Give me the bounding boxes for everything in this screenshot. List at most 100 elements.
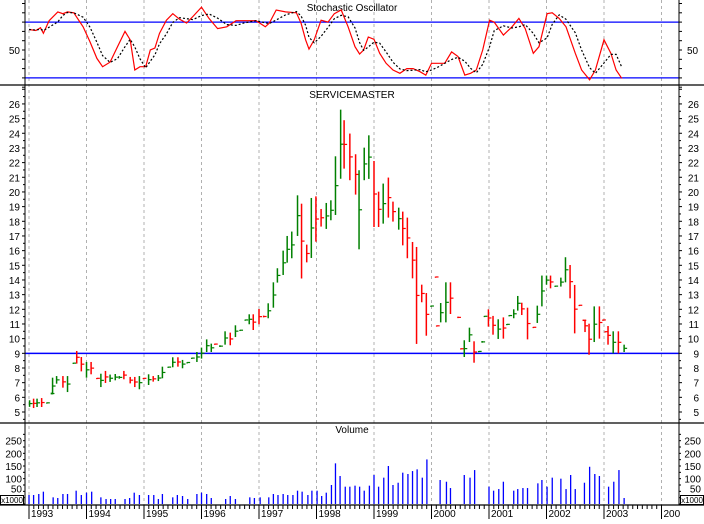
price-bar	[118, 376, 123, 379]
price-bar	[477, 350, 482, 353]
price-bar	[224, 331, 229, 345]
price-bar	[612, 331, 617, 354]
x-tick-label: 2001	[491, 509, 514, 519]
price-y-tick-label-left: 20	[9, 188, 21, 199]
stochastic-y-tick-label-right: 50	[687, 46, 699, 57]
stochastic-d-line	[28, 10, 623, 75]
price-bar	[554, 285, 559, 287]
price-bar	[502, 317, 507, 339]
price-bar	[248, 314, 253, 325]
price-bar	[473, 341, 478, 363]
price-bar	[104, 370, 109, 383]
price-bar	[161, 366, 166, 379]
price-bar	[430, 305, 434, 307]
gridlines	[28, 0, 662, 505]
price-bar	[521, 302, 525, 316]
price-bar	[272, 282, 277, 308]
price-bar	[415, 246, 420, 344]
price-y-tick-label-left: 8	[14, 364, 20, 375]
x-tick-label: 1995	[146, 509, 169, 519]
price-bar	[40, 398, 45, 408]
price-bar	[325, 202, 330, 229]
price-y-tick-label-right: 19	[688, 203, 700, 214]
price-y-tick-label-left: 14	[9, 276, 21, 287]
price-bar	[497, 319, 502, 339]
price-bar	[439, 303, 444, 323]
price-bar	[282, 250, 287, 275]
price-bar	[123, 370, 127, 380]
volume-y-tick-label-left: 250	[5, 437, 22, 448]
price-bar	[305, 244, 310, 263]
x-tick-label: 1998	[319, 509, 342, 519]
price-bar	[157, 375, 162, 382]
price-bar	[373, 160, 377, 228]
price-bar	[578, 304, 583, 307]
x-tick-label: 1993	[31, 509, 54, 519]
price-y-tick-label-left: 18	[9, 217, 21, 228]
price-bar	[617, 331, 622, 354]
x-tick-label: 2003	[606, 509, 629, 519]
price-bar	[434, 276, 439, 278]
price-y-tick-label-left: 21	[9, 173, 21, 184]
price-bar	[349, 133, 353, 181]
price-bar	[129, 376, 134, 384]
price-bar	[276, 268, 281, 283]
price-y-tick-label-left: 7	[14, 379, 20, 390]
price-bar	[138, 376, 143, 390]
price-title: SERVICEMASTER	[309, 90, 394, 101]
price-bar	[90, 361, 95, 375]
price-bar	[536, 305, 541, 323]
volume-unit-label: x1000	[681, 496, 703, 505]
price-bar	[481, 340, 486, 343]
price-bar	[66, 376, 71, 393]
volume-y-tick-label-left: 150	[5, 462, 22, 473]
price-bar	[330, 200, 334, 221]
price-bar	[406, 217, 411, 259]
price-y-tick-label-left: 12	[9, 305, 21, 316]
x-tick-label: 1997	[261, 509, 284, 519]
price-bar	[457, 316, 461, 319]
x-tick-label: 1996	[204, 509, 227, 519]
volume-y-tick-label-left: 100	[5, 475, 22, 486]
price-bar	[506, 323, 510, 326]
price-y-tick-label-right: 26	[688, 100, 700, 111]
price-y-tick-label-left: 16	[9, 247, 21, 258]
price-bar	[339, 109, 344, 179]
price-y-tick-label-right: 10	[688, 335, 700, 346]
price-y-tick-label-right: 9	[693, 349, 699, 360]
price-bar	[411, 241, 416, 279]
price-y-tick-label-right: 21	[688, 173, 700, 184]
price-bar	[258, 309, 262, 325]
price-bar	[564, 257, 569, 283]
price-bar	[196, 351, 200, 362]
x-tick-label: 1999	[376, 509, 399, 519]
price-bar	[46, 402, 50, 404]
price-bar	[392, 201, 396, 222]
price-y-tick-label-right: 17	[688, 232, 700, 243]
price-bar	[51, 377, 56, 395]
price-y-tick-label-right: 16	[688, 247, 700, 258]
price-bar	[320, 208, 325, 227]
price-bar	[425, 293, 430, 336]
price-bar	[588, 323, 593, 355]
price-bar	[358, 170, 363, 250]
price-bar	[181, 359, 186, 369]
price-bar	[239, 329, 244, 332]
price-bar	[573, 284, 578, 334]
price-y-tick-label-left: 24	[9, 129, 21, 140]
price-bar	[460, 348, 464, 350]
price-bar	[252, 314, 257, 330]
price-y-tick-label-left: 17	[9, 232, 21, 243]
price-bar	[420, 284, 425, 303]
price-bar	[229, 332, 234, 346]
price-y-tick-label-right: 23	[688, 144, 700, 155]
price-bar	[244, 319, 249, 321]
volume-y-tick-label-right: 50	[690, 484, 702, 495]
price-bar	[200, 347, 205, 359]
x-tick-label: 2002	[549, 509, 572, 519]
price-bar	[569, 265, 574, 299]
price-y-tick-label-right: 6	[693, 393, 699, 404]
price-bar	[334, 156, 339, 215]
volume-y-tick-label-left: 50	[11, 484, 23, 495]
